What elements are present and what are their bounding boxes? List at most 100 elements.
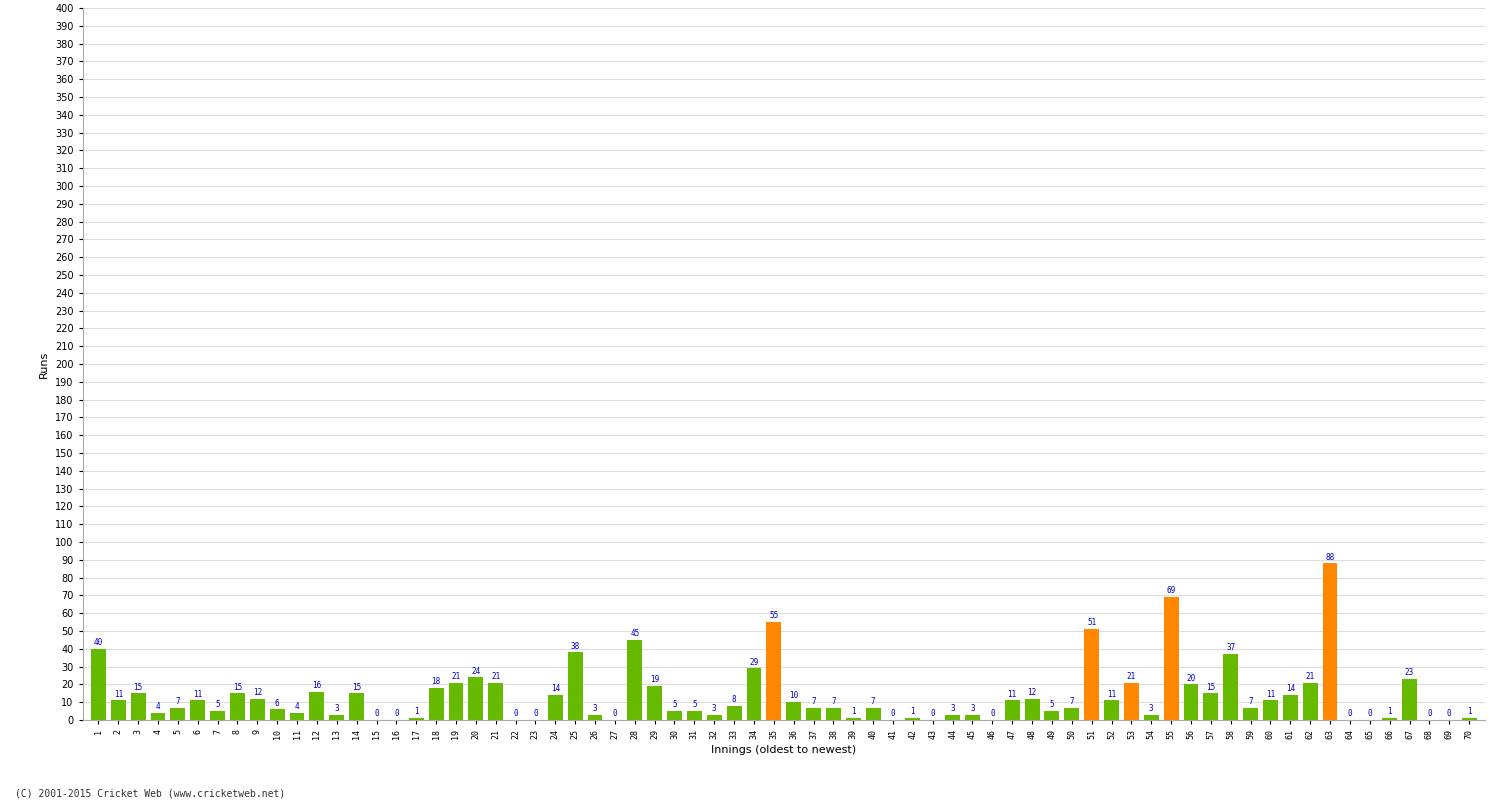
Text: 11: 11 bbox=[1266, 690, 1275, 698]
Text: 29: 29 bbox=[750, 658, 759, 666]
Text: 3: 3 bbox=[334, 704, 339, 713]
Bar bbox=[1164, 597, 1179, 720]
Bar bbox=[1382, 718, 1396, 720]
Bar bbox=[1282, 695, 1298, 720]
Text: 0: 0 bbox=[930, 710, 934, 718]
Text: 3: 3 bbox=[712, 704, 717, 713]
Text: 10: 10 bbox=[789, 691, 798, 701]
Text: 1: 1 bbox=[1388, 707, 1392, 717]
Text: 21: 21 bbox=[452, 672, 460, 681]
Bar bbox=[865, 707, 880, 720]
Text: 7: 7 bbox=[871, 697, 876, 706]
Y-axis label: Runs: Runs bbox=[39, 350, 50, 378]
Text: 0: 0 bbox=[612, 710, 616, 718]
Text: 37: 37 bbox=[1226, 643, 1236, 652]
Bar bbox=[1065, 707, 1078, 720]
Text: 55: 55 bbox=[770, 611, 778, 620]
Text: 5: 5 bbox=[216, 700, 220, 710]
Text: 3: 3 bbox=[951, 704, 956, 713]
X-axis label: Innings (oldest to newest): Innings (oldest to newest) bbox=[711, 745, 856, 754]
Bar bbox=[806, 707, 820, 720]
Bar bbox=[489, 682, 502, 720]
Text: 5: 5 bbox=[672, 700, 676, 710]
Bar bbox=[1302, 682, 1317, 720]
Bar bbox=[1203, 694, 1218, 720]
Text: 3: 3 bbox=[970, 704, 975, 713]
Text: 18: 18 bbox=[432, 677, 441, 686]
Bar bbox=[410, 718, 423, 720]
Text: 11: 11 bbox=[114, 690, 123, 698]
Text: 20: 20 bbox=[1186, 674, 1196, 682]
Bar bbox=[1024, 698, 1039, 720]
Text: 0: 0 bbox=[374, 710, 380, 718]
Text: 0: 0 bbox=[990, 710, 994, 718]
Bar bbox=[687, 711, 702, 720]
Text: 12: 12 bbox=[252, 688, 262, 697]
Text: 7: 7 bbox=[1248, 697, 1252, 706]
Text: (C) 2001-2015 Cricket Web (www.cricketweb.net): (C) 2001-2015 Cricket Web (www.cricketwe… bbox=[15, 788, 285, 798]
Text: 1: 1 bbox=[414, 707, 419, 717]
Bar bbox=[309, 691, 324, 720]
Bar bbox=[747, 668, 762, 720]
Bar bbox=[1402, 679, 1417, 720]
Text: 0: 0 bbox=[1448, 710, 1452, 718]
Bar bbox=[548, 695, 562, 720]
Bar bbox=[150, 713, 165, 720]
Bar bbox=[251, 698, 266, 720]
Text: 21: 21 bbox=[1305, 672, 1316, 681]
Text: 11: 11 bbox=[1008, 690, 1017, 698]
Text: 88: 88 bbox=[1326, 553, 1335, 562]
Text: 1: 1 bbox=[910, 707, 915, 717]
Text: 24: 24 bbox=[471, 666, 480, 675]
Bar bbox=[290, 713, 304, 720]
Bar bbox=[1224, 654, 1238, 720]
Text: 5: 5 bbox=[1050, 700, 1054, 710]
Bar bbox=[1044, 711, 1059, 720]
Bar bbox=[130, 694, 146, 720]
Text: 45: 45 bbox=[630, 629, 639, 638]
Text: 69: 69 bbox=[1167, 586, 1176, 595]
Bar bbox=[766, 622, 782, 720]
Bar bbox=[1184, 685, 1198, 720]
Text: 7: 7 bbox=[176, 697, 180, 706]
Text: 11: 11 bbox=[194, 690, 202, 698]
Text: 0: 0 bbox=[1426, 710, 1431, 718]
Bar bbox=[1244, 707, 1258, 720]
Text: 6: 6 bbox=[274, 698, 279, 707]
Text: 3: 3 bbox=[592, 704, 597, 713]
Text: 5: 5 bbox=[692, 700, 696, 710]
Bar bbox=[171, 707, 186, 720]
Bar bbox=[1323, 563, 1338, 720]
Text: 0: 0 bbox=[394, 710, 399, 718]
Bar bbox=[668, 711, 682, 720]
Bar bbox=[567, 652, 582, 720]
Bar bbox=[827, 707, 842, 720]
Bar bbox=[1104, 701, 1119, 720]
Bar bbox=[429, 688, 444, 720]
Bar bbox=[588, 714, 603, 720]
Bar bbox=[350, 694, 364, 720]
Bar bbox=[945, 714, 960, 720]
Text: 1: 1 bbox=[1467, 707, 1472, 717]
Text: 15: 15 bbox=[352, 682, 362, 691]
Text: 16: 16 bbox=[312, 681, 321, 690]
Bar bbox=[786, 702, 801, 720]
Bar bbox=[646, 686, 662, 720]
Bar bbox=[1124, 682, 1138, 720]
Bar bbox=[111, 701, 126, 720]
Text: 7: 7 bbox=[831, 697, 836, 706]
Text: 14: 14 bbox=[550, 684, 560, 694]
Text: 7: 7 bbox=[812, 697, 816, 706]
Text: 3: 3 bbox=[1149, 704, 1154, 713]
Text: 38: 38 bbox=[570, 642, 580, 650]
Bar bbox=[1005, 701, 1020, 720]
Bar bbox=[726, 706, 741, 720]
Text: 0: 0 bbox=[891, 710, 896, 718]
Text: 40: 40 bbox=[94, 638, 104, 647]
Text: 7: 7 bbox=[1070, 697, 1074, 706]
Bar bbox=[190, 701, 206, 720]
Bar bbox=[964, 714, 980, 720]
Bar bbox=[846, 718, 861, 720]
Bar bbox=[1263, 701, 1278, 720]
Bar bbox=[627, 640, 642, 720]
